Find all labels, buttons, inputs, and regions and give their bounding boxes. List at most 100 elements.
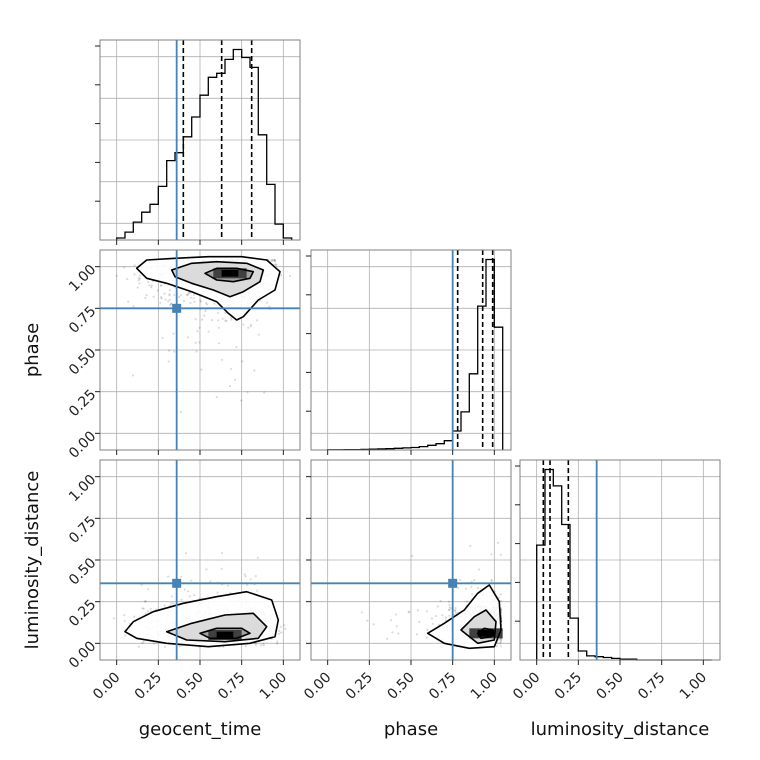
scatter-point [436,605,439,608]
scatter-point [240,399,243,402]
scatter-point [183,588,186,591]
scatter-point [123,614,126,617]
panel-phase-vs-luminosity_distance-contour-2 [476,627,494,640]
scatter-point [265,301,269,304]
scatter-point [220,567,223,570]
scatter-point [235,345,238,349]
scatter-point [170,302,173,305]
hist-luminosity_distance-xtick-label-3: 0.75 [635,670,668,703]
panel-geocent_time-vs-phase-contour-1 [170,260,265,298]
scatter-point [391,631,394,634]
scatter-point [188,291,191,294]
scatter-point [253,369,256,372]
scatter-point [152,642,155,645]
panel-geocent_time-vs-phase-contour-0 [135,255,281,321]
panel-geocent_time-vs-luminosity_distance-truth-marker [172,578,182,588]
scatter-point [115,274,118,277]
panel-geocent_time-vs-luminosity_distance-content [112,551,287,648]
scatter-point [168,294,171,297]
scatter-point [168,293,171,296]
panel-geocent_time-vs-phase-contour-2 [204,267,255,283]
scatter-point [430,617,433,620]
scatter-point [198,341,201,344]
scatter-point [133,615,136,618]
scatter-point [448,614,451,617]
scatter-point [186,293,189,296]
scatter-point [495,644,498,648]
scatter-point [142,607,145,610]
scatter-point [274,259,277,262]
scatter-point [132,305,135,308]
scatter-point [366,619,369,622]
scatter-point [188,595,191,598]
panel-geocent_time-vs-luminosity_distance-ytick-label-4: 1.00 [66,472,99,505]
scatter-point [163,292,166,295]
panel-geocent_time-vs-luminosity_distance-ytick-label-2: 0.50 [66,555,99,588]
scatter-point [389,619,393,622]
scatter-point [263,391,266,394]
scatter-point [244,645,247,648]
scatter-point [138,282,141,285]
scatter-point [499,600,503,603]
scatter-point [426,628,429,632]
scatter-point [172,602,175,605]
scatter-point [147,610,150,613]
scatter-point [221,358,224,361]
scatter-point [280,631,283,634]
scatter-point [193,293,196,296]
panel-phase-vs-luminosity_distance-xtick-label-2: 0.50 [384,670,417,703]
scatter-point [454,611,457,615]
scatter-point [163,604,166,607]
scatter-point [395,625,398,628]
scatter-point [144,612,147,615]
scatter-point [360,611,363,614]
scatter-point [246,391,249,394]
scatter-point [150,286,153,289]
scatter-point [249,578,252,581]
scatter-point [141,642,144,645]
scatter-point [187,292,190,295]
scatter-point [185,293,188,296]
scatter-point [494,590,497,593]
scatter-point [490,580,493,583]
scatter-point [242,323,245,326]
scatter-point [459,578,462,582]
panel-phase-vs-luminosity_distance-xtick-label-3: 0.75 [426,670,459,703]
scatter-point [262,642,265,645]
scatter-point [144,600,147,603]
scatter-point [136,286,139,289]
scatter-point [279,625,282,628]
scatter-point [127,300,130,303]
scatter-point [221,317,224,320]
scatter-point [203,314,206,317]
scatter-point [224,319,227,322]
hist-luminosity_distance-xtick-label-1: 0.25 [552,670,585,703]
scatter-point [230,318,233,321]
scatter-point [278,629,281,633]
scatter-point [138,277,142,280]
scatter-point [256,556,259,559]
scatter-point [394,613,397,616]
scatter-point [271,258,274,262]
scatter-point [167,360,170,363]
x-axis-label-phase: phase [384,719,438,740]
scatter-point [499,642,502,645]
scatter-point [415,633,418,636]
panel-phase-vs-luminosity_distance-content [360,541,503,650]
scatter-point [167,575,170,578]
scatter-point [448,608,451,611]
scatter-point [217,319,220,322]
scatter-point [160,284,163,287]
scatter-point [204,310,207,313]
panel-geocent_time-vs-phase-ytick-label-0: 0.00 [66,428,99,461]
scatter-point [149,607,152,610]
scatter-point [280,273,283,277]
scatter-point [137,645,140,648]
scatter-point [499,641,502,644]
scatter-point [247,326,250,329]
scatter-point [499,638,502,641]
scatter-point [145,294,148,297]
scatter-point [147,280,150,284]
scatter-point [228,384,232,388]
